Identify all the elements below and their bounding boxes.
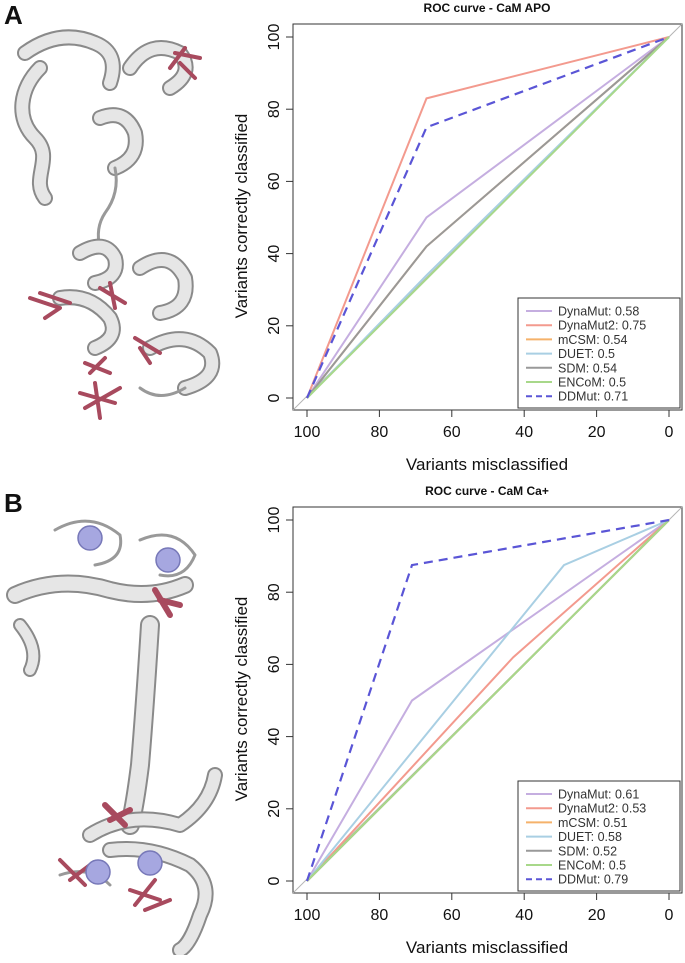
x-tick-label: 100: [294, 424, 321, 441]
y-tick-label: 0: [266, 876, 283, 885]
series-line-6: [305, 518, 670, 882]
x-tick-label: 20: [588, 424, 606, 441]
legend-label: DynaMut: 0.58: [558, 305, 639, 319]
chart-title: ROC curve - CaM Ca+: [425, 484, 549, 498]
x-tick-label: 80: [371, 424, 389, 441]
calmodulin-apo-ribbon-icon: [14, 29, 221, 420]
y-tick-label: 0: [266, 393, 283, 402]
y-tick-label: 80: [266, 100, 283, 118]
roc-chart-apo: ROC curve - CaM APO 100 80 60 40 20 0 0 20 40 60 8…: [232, 1, 683, 474]
x-axis-label: Variants misclassified: [406, 455, 568, 474]
legend-label: mCSM: 0.51: [558, 816, 628, 830]
x-tick-label: 0: [665, 424, 674, 441]
y-tick-label: 60: [266, 172, 283, 190]
series-line-1: [306, 519, 670, 882]
legend-label: DynaMut2: 0.75: [558, 319, 646, 333]
series-line-1: [306, 36, 670, 399]
series-line-5: [306, 36, 670, 399]
legend-label: mCSM: 0.54: [558, 333, 628, 347]
series-line-5: [306, 519, 670, 882]
roc-chart-calcium: ROC curve - CaM Ca+ 100 80 60 40 20 0 0 20 40 60 8…: [232, 484, 683, 957]
y-tick-label: 40: [266, 728, 283, 746]
legend-label: ENCoM: 0.5: [558, 859, 626, 873]
legend-label: ENCoM: 0.5: [558, 376, 626, 390]
x-tick-label: 40: [515, 424, 533, 441]
legend-label: DDMut: 0.71: [558, 390, 628, 404]
x-tick-label: 60: [443, 907, 461, 924]
legend-label: SDM: 0.54: [558, 361, 617, 375]
chart-title: ROC curve - CaM APO: [424, 1, 551, 15]
y-tick-label: 100: [266, 507, 283, 534]
x-tick-label: 80: [371, 907, 389, 924]
plot-frame: [292, 506, 683, 894]
plot-area: 100 80 60 40 20 0 0 20 40 60 80 100 DynaMut: 0.61Dyn…: [266, 506, 683, 924]
y-tick-label: 80: [266, 583, 283, 601]
y-tick-label: 20: [266, 317, 283, 335]
panel-label-b: B: [4, 488, 23, 518]
x-axis-label: Variants misclassified: [406, 938, 568, 957]
x-tick-label: 40: [515, 907, 533, 924]
legend-label: DynaMut2: 0.53: [558, 802, 646, 816]
series-line-3: [306, 519, 670, 882]
x-tick-label: 0: [665, 907, 674, 924]
y-tick-label: 100: [266, 24, 283, 51]
legend-label: DDMut: 0.79: [558, 873, 628, 887]
y-axis-label: Variants correctly classified: [232, 114, 251, 319]
y-axis-label: Variants correctly classified: [232, 597, 251, 802]
y-tick-label: 40: [266, 245, 283, 263]
calmodulin-calcium-bound-ribbon-icon: [6, 519, 223, 955]
legend-label: DUET: 0.5: [558, 347, 615, 361]
panel-label-a: A: [4, 0, 23, 30]
x-tick-label: 60: [443, 424, 461, 441]
x-tick-label: 20: [588, 907, 606, 924]
legend-label: DUET: 0.58: [558, 830, 622, 844]
plot-frame: [292, 23, 683, 411]
y-tick-label: 20: [266, 800, 283, 818]
series-line-6: [305, 35, 670, 399]
legend-label: DynaMut: 0.61: [558, 788, 639, 802]
series-line-4: [306, 36, 670, 399]
x-tick-label: 100: [294, 907, 321, 924]
plot-area: 100 80 60 40 20 0 0 20 40 60 80 100 DynaMut: 0.58Dyn…: [266, 23, 683, 441]
series-line-0: [306, 519, 670, 882]
y-tick-label: 60: [266, 655, 283, 673]
legend-label: SDM: 0.52: [558, 844, 617, 858]
series-line-0: [306, 36, 670, 399]
